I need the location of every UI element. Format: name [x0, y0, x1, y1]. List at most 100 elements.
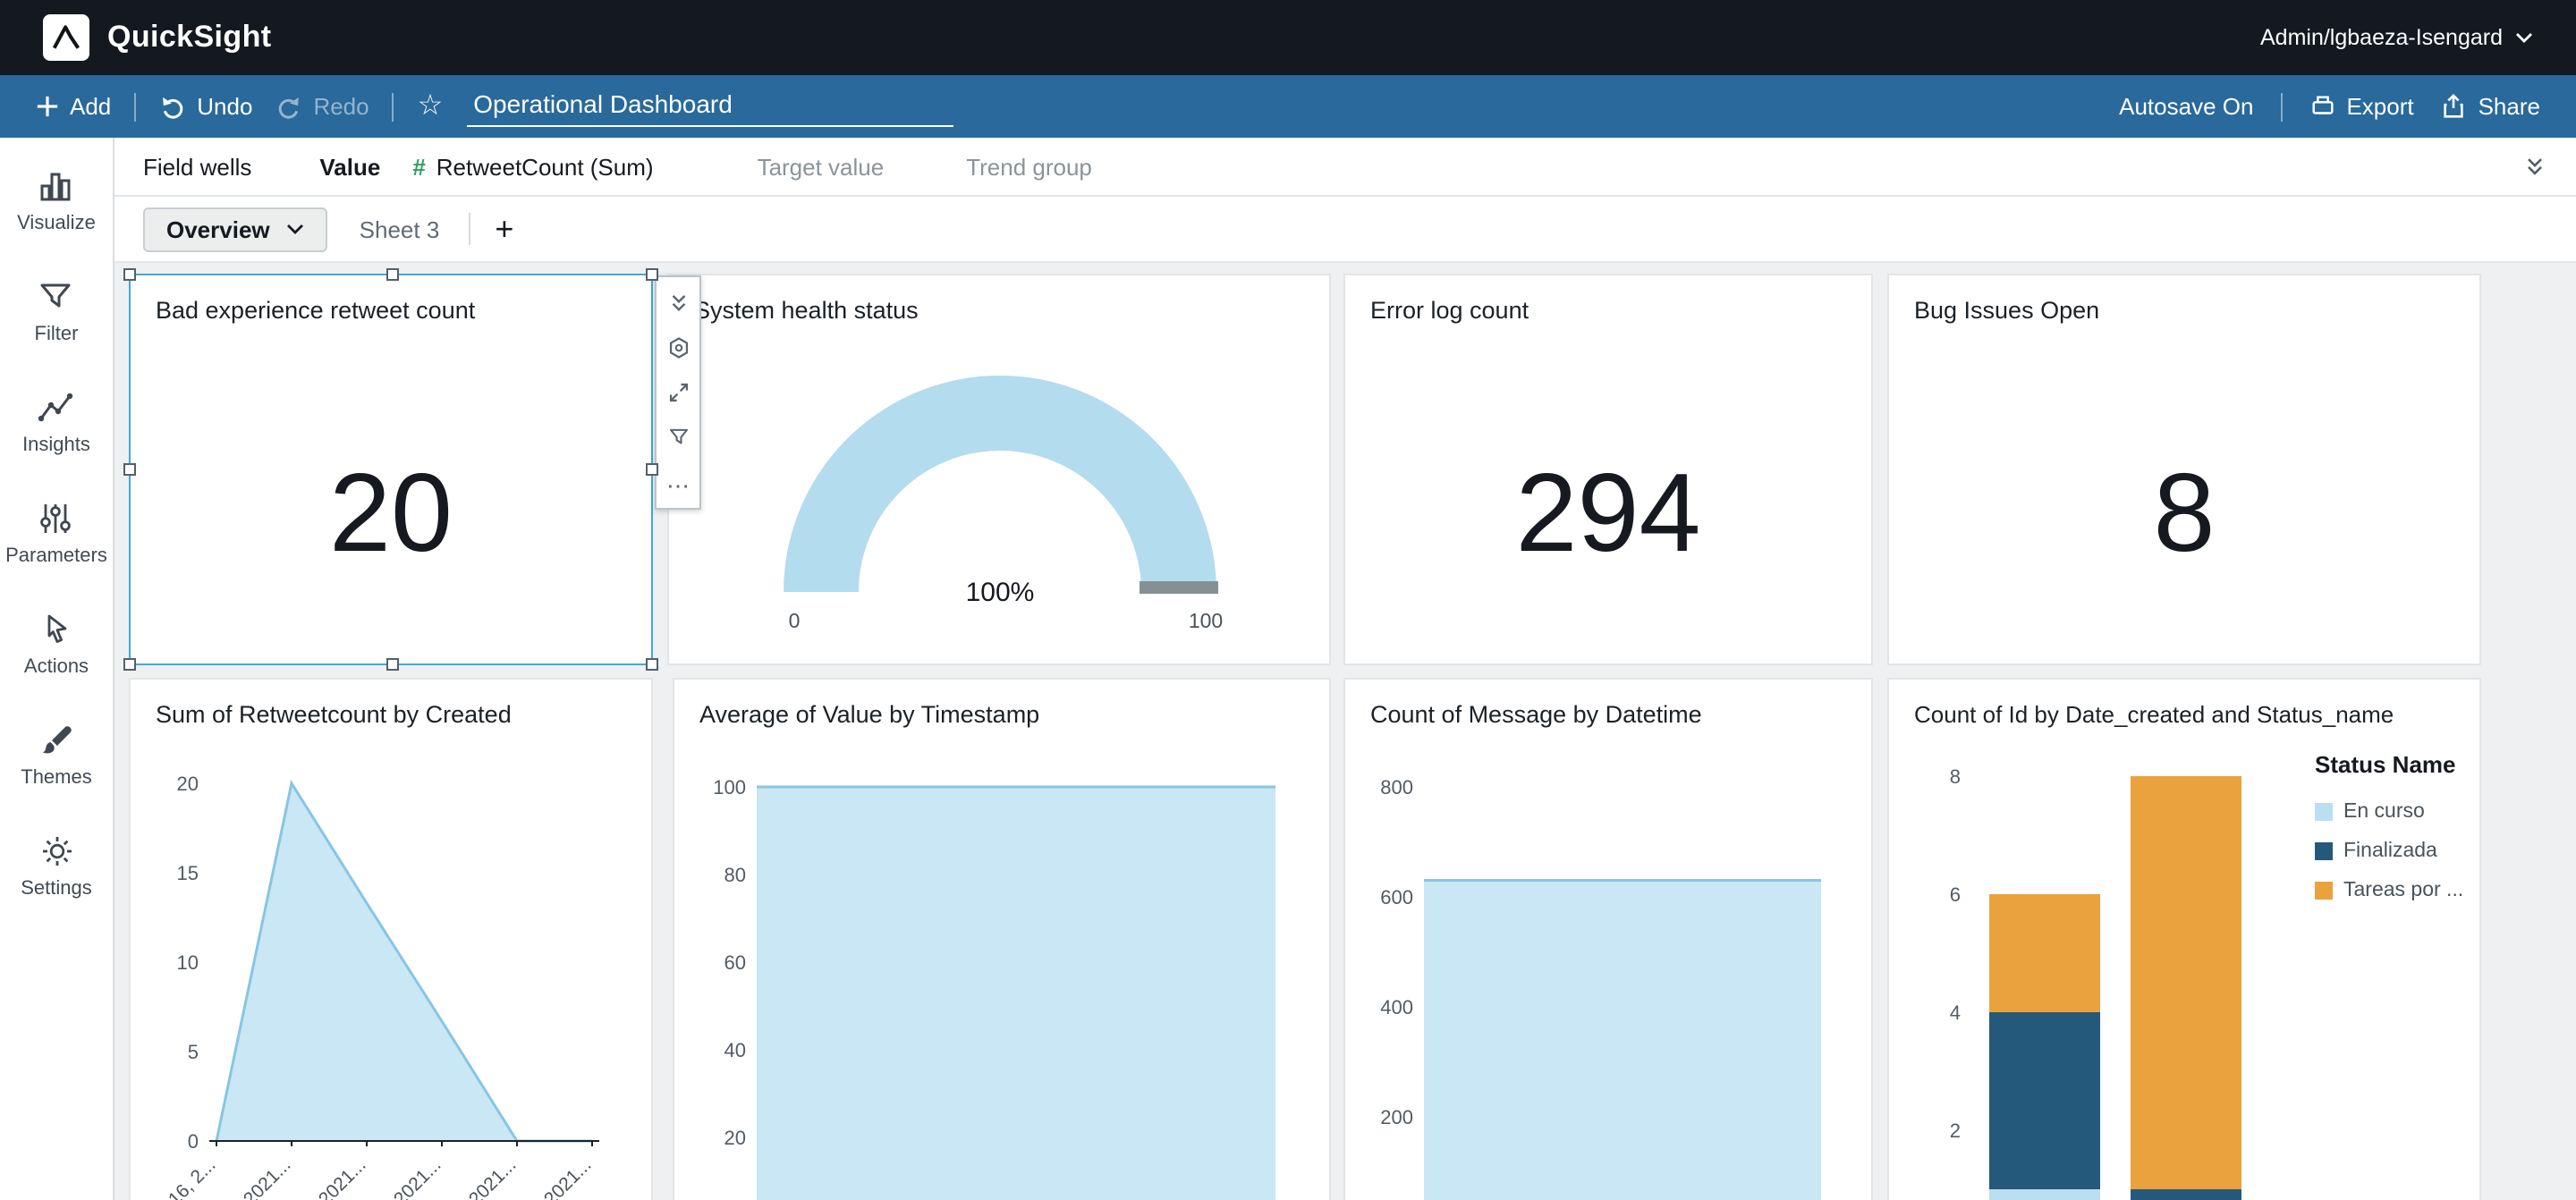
svg-text:2: 2	[1950, 1120, 1961, 1142]
share-label: Share	[2478, 93, 2540, 120]
visual-card-bug-issues-open[interactable]: Bug Issues Open 8	[1887, 274, 2481, 665]
svg-text:0: 0	[188, 1130, 199, 1153]
autosave-toggle[interactable]: Autosave On	[2119, 93, 2254, 120]
resize-handle[interactable]	[646, 658, 658, 671]
resize-handle[interactable]	[123, 658, 136, 671]
user-name: Admin/lgbaeza-Isengard	[2260, 25, 2503, 50]
visual-menu-button[interactable]: ⋯	[666, 472, 690, 499]
visual-title: Average of Value by Timestamp	[699, 701, 1040, 728]
visual-card-message-by-datetime[interactable]: Count of Message by Datetime 200 400 600 80…	[1343, 678, 1873, 1200]
add-button[interactable]: Add	[36, 93, 111, 120]
double-chevron-down-icon	[2528, 158, 2542, 175]
sidebar-item-parameters[interactable]: Parameters	[5, 499, 107, 567]
svg-text:80: 80	[724, 864, 746, 886]
field-wells-label[interactable]: Field wells	[143, 153, 252, 180]
sidebar-label: Insights	[22, 435, 90, 456]
tab-overview[interactable]: Overview	[143, 207, 327, 251]
value-well-label: Value	[319, 153, 381, 180]
collapse-visual-button[interactable]	[666, 290, 690, 315]
export-button[interactable]: Export	[2309, 93, 2414, 120]
share-icon	[2444, 93, 2464, 118]
svg-text:2021...: 2021...	[465, 1154, 521, 1200]
legend-title: Status Name	[2315, 751, 2456, 778]
edit-toolbar: Add Undo Redo ☆ Autosave On Export Share	[0, 75, 2576, 138]
resize-handle[interactable]	[123, 268, 136, 281]
undo-label: Undo	[197, 93, 253, 120]
quicksight-logo-icon	[43, 14, 89, 61]
bar-chart-icon	[41, 173, 72, 201]
sidebar-label: Themes	[21, 767, 92, 789]
favorite-star-icon[interactable]: ☆	[417, 90, 444, 121]
resize-handle[interactable]	[386, 268, 399, 281]
target-value-well[interactable]: Target value	[757, 153, 885, 180]
visual-title: Bug Issues Open	[1914, 297, 2100, 324]
visual-card-error-log-count[interactable]: Error log count 294	[1343, 274, 1873, 665]
resize-handle[interactable]	[123, 463, 136, 476]
sidebar-item-insights[interactable]: Insights	[22, 388, 90, 456]
sidebar-item-themes[interactable]: Themes	[21, 721, 92, 789]
maximize-visual-button[interactable]	[666, 379, 690, 404]
svg-text:2021...: 2021...	[240, 1154, 295, 1200]
sliders-icon	[41, 504, 72, 533]
svg-text:40: 40	[724, 1039, 746, 1061]
sidebar-item-filter[interactable]: Filter	[34, 277, 79, 345]
visual-card-system-health-status[interactable]: System health status 100% 0 100	[667, 274, 1331, 665]
legend-entry[interactable]: Tareas por ...	[2315, 880, 2479, 901]
insights-icon	[38, 393, 74, 422]
legend-label: Tareas por ...	[2343, 880, 2464, 901]
visual-title: System health status	[694, 297, 919, 324]
svg-text:400: 400	[1380, 996, 1413, 1018]
legend-label: En curso	[2343, 801, 2425, 823]
trend-group-well[interactable]: Trend group	[966, 153, 1092, 180]
svg-text:6: 6	[1950, 883, 1961, 906]
sidebar-item-actions[interactable]: Actions	[24, 610, 89, 678]
redo-label: Redo	[313, 93, 369, 120]
user-menu[interactable]: Admin/lgbaeza-Isengard	[2260, 25, 2533, 50]
brand: QuickSight	[43, 14, 271, 61]
chevron-down-icon	[2516, 32, 2532, 42]
legend-label: Finalizada	[2343, 841, 2437, 862]
dashboard-title-input[interactable]	[466, 86, 953, 127]
svg-text:15: 15	[177, 862, 199, 884]
legend: Status Name En curso Finalizada Tareas por…	[2315, 751, 2479, 919]
gauge-value-label: 100%	[966, 578, 1035, 607]
filter-visual-button[interactable]	[666, 424, 690, 449]
share-button[interactable]: Share	[2441, 93, 2540, 120]
visual-context-toolbar: ⋯	[655, 275, 701, 510]
sidebar-label: Visualize	[17, 213, 96, 234]
sheet-tabs-bar: Overview Sheet 3 +	[114, 197, 2576, 263]
export-label: Export	[2346, 93, 2414, 120]
undo-button[interactable]: Undo	[159, 93, 252, 120]
paintbrush-icon	[42, 726, 71, 754]
visual-card-value-by-timestamp[interactable]: Average of Value by Timestamp 20 40 60 80 10…	[673, 678, 1331, 1200]
value-field-pill[interactable]: RetweetCount (Sum)	[436, 153, 654, 180]
resize-handle[interactable]	[386, 658, 399, 671]
collapse-field-wells-button[interactable]	[2522, 154, 2547, 179]
sidebar-item-settings[interactable]: Settings	[21, 832, 92, 900]
visual-settings-button[interactable]	[666, 334, 690, 359]
visual-card-bad-experience-retweet-count[interactable]: Bad experience retweet count 20	[123, 268, 658, 671]
visual-title: Count of Id by Date_created and Status_n…	[1914, 701, 2394, 728]
legend-entry[interactable]: Finalizada	[2315, 841, 2479, 862]
visual-title: Count of Message by Datetime	[1370, 701, 1702, 728]
legend-entry[interactable]: En curso	[2315, 801, 2479, 823]
resize-handle[interactable]	[646, 463, 658, 476]
area-chart-value: 20 40 60 80 100	[713, 776, 1275, 1200]
expand-icon	[668, 382, 688, 401]
svg-text:200: 200	[1380, 1106, 1413, 1128]
legend-swatch	[2315, 803, 2333, 821]
visual-card-retweetcount-by-created[interactable]: Sum of Retweetcount by Created 0 5 10 15 20 1…	[129, 678, 653, 1200]
sidebar-label: Filter	[34, 324, 79, 345]
plus-icon	[37, 96, 58, 117]
resize-handle[interactable]	[646, 268, 658, 281]
funnel-icon	[669, 427, 687, 444]
tab-sheet3[interactable]: Sheet 3	[359, 215, 440, 242]
kpi-value: 294	[1515, 452, 1701, 576]
visual-card-id-by-date-status[interactable]: Count of Id by Date_created and Status_n…	[1887, 678, 2481, 1200]
svg-text:5: 5	[188, 1041, 199, 1063]
redo-button[interactable]: Redo	[275, 93, 369, 120]
svg-text:20: 20	[724, 1127, 746, 1149]
divider	[468, 213, 470, 245]
sidebar-item-visualize[interactable]: Visualize	[17, 166, 96, 234]
add-sheet-button[interactable]: +	[495, 211, 514, 247]
